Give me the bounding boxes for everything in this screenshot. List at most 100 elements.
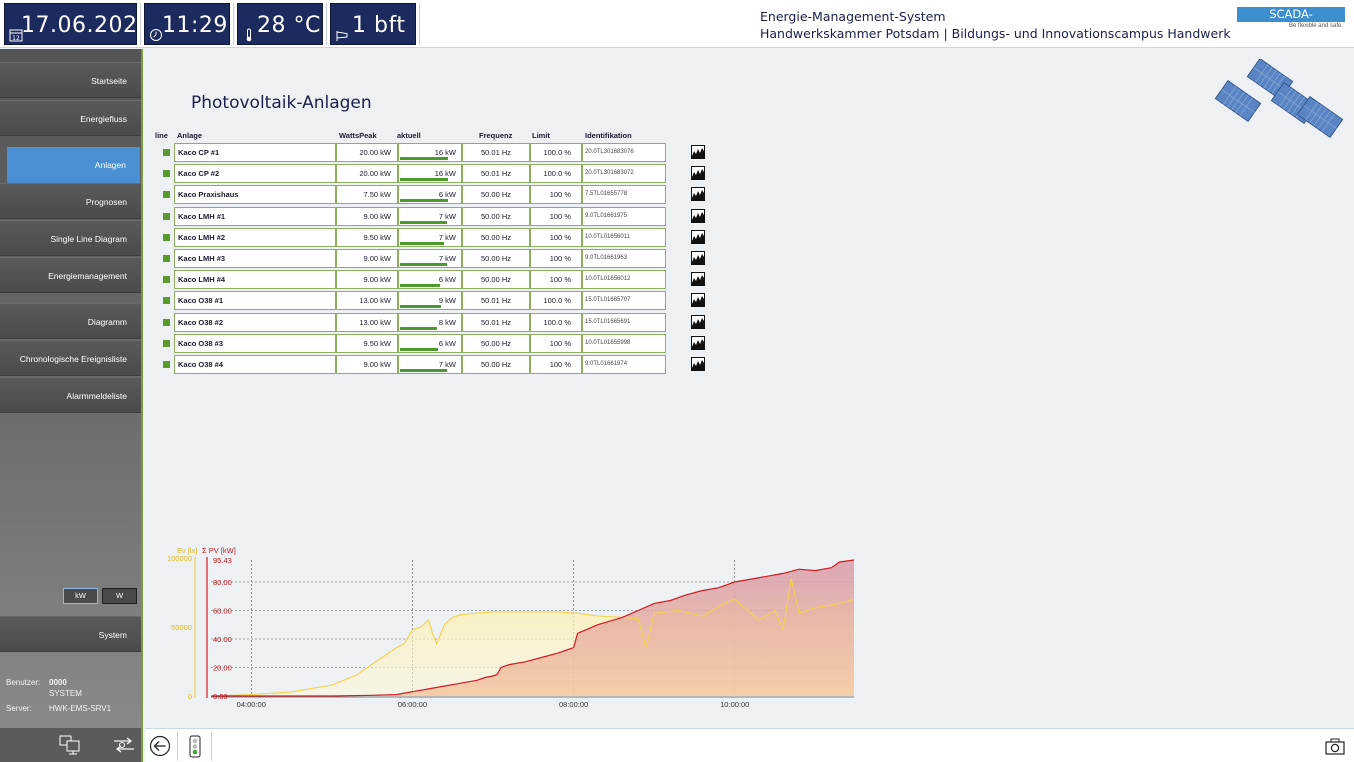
user-label: Benutzer: — [6, 678, 41, 687]
axis-right-tick: 80.00 — [213, 578, 232, 587]
watts-peak: 13.00 kW — [336, 312, 398, 332]
power-bar — [400, 347, 438, 351]
status-indicator — [163, 255, 170, 262]
sidebar-item-label: Startseite — [91, 76, 127, 86]
actual-power-value: 16 kW — [434, 169, 456, 179]
limit: 100 % — [530, 333, 582, 353]
axis-right-tick: 95.43 — [213, 556, 232, 565]
frequency: 50.01 Hz — [462, 164, 530, 184]
col-header-limit: Limit — [532, 131, 550, 140]
actual-power: 6 kW — [398, 185, 462, 205]
sidebar-item-label: System — [98, 630, 127, 640]
trend-chart-icon[interactable] — [691, 145, 705, 159]
axis-left-tick: 100000 — [167, 554, 192, 563]
sidebar-item-label: Anlagen — [94, 160, 126, 170]
trend-chart-icon[interactable] — [691, 357, 705, 371]
wind-tile: 1 bft — [330, 3, 416, 45]
trend-chart-icon[interactable] — [691, 335, 705, 350]
watts-peak: 20.00 kW — [336, 143, 398, 162]
main-content: Photovoltaik-Anlagen line Anlage WattsPe… — [145, 49, 1354, 728]
trend-chart-icon[interactable] — [691, 272, 705, 287]
traffic-light-icon[interactable] — [189, 735, 201, 758]
actual-power: 6 kW — [398, 270, 462, 290]
sidebar-item-startseite[interactable]: Startseite — [0, 62, 141, 98]
sidebar-item-diagramm[interactable]: Diagramm — [0, 303, 141, 339]
sidebar: Startseite Energiefluss Anlagen Prognose… — [0, 49, 143, 762]
actual-power-value: 6 kW — [438, 338, 456, 348]
plug-transfer-icon[interactable] — [113, 737, 135, 753]
trend-chart-icon[interactable] — [691, 229, 705, 244]
plant-name: Kaco CP #2 — [174, 164, 336, 184]
sidebar-item-ereignisliste[interactable]: Chronologische Ereignisliste — [0, 340, 141, 376]
sidebar-item-energiemanagement[interactable]: Energiemanagement — [0, 257, 141, 293]
plant-name: Kaco LMH #4 — [174, 270, 336, 290]
limit: 100 % — [530, 249, 582, 268]
camera-icon[interactable] — [1325, 738, 1345, 755]
frequency: 50.01 Hz — [462, 143, 530, 162]
frequency: 50.00 Hz — [462, 185, 530, 205]
watts-peak: 9.00 kW — [336, 206, 398, 226]
back-arrow-icon[interactable] — [149, 735, 171, 757]
power-bar — [400, 241, 444, 245]
col-header-identifikation: Identifikation — [585, 131, 632, 140]
power-bar — [400, 157, 448, 160]
actual-power: 9 kW — [398, 291, 462, 311]
actual-power: 7 kW — [398, 227, 462, 247]
sidebar-item-prognosen[interactable]: Prognosen — [0, 183, 141, 219]
limit: 100 % — [530, 185, 582, 205]
plant-name: Kaco O38 #4 — [174, 355, 336, 374]
temperature-tile: 28 °C — [237, 3, 323, 45]
sidebar-footer — [0, 728, 141, 762]
trend-chart-icon[interactable] — [691, 251, 705, 265]
status-indicator — [163, 191, 170, 199]
site-title: Handwerkskammer Potsdam | Bildungs- und … — [760, 26, 1231, 41]
power-bar — [400, 220, 447, 224]
limit: 100 % — [530, 227, 582, 247]
power-bar — [400, 199, 448, 203]
power-bar — [400, 369, 447, 372]
pv-chart: Ev [lx] Σ PV [kW] 100000 50000 0 95.43 80.00 60… — [167, 546, 855, 709]
limit: 100.0 % — [530, 312, 582, 332]
actual-power: 8 kW — [398, 312, 462, 332]
system-title: Energie-Management-System — [760, 9, 946, 24]
sidebar-item-label: Energiemanagement — [48, 271, 127, 281]
limit: 100 % — [530, 270, 582, 290]
status-indicator — [163, 297, 170, 305]
identification: 20.0TL301683076 — [582, 143, 666, 162]
sidebar-item-single-line-diagram[interactable]: Single Line Diagram — [0, 220, 141, 256]
bottom-bar — [145, 728, 1354, 762]
actual-power-value: 8 kW — [438, 317, 456, 327]
time-tile: 11:29 — [144, 3, 230, 45]
limit: 100.0 % — [530, 291, 582, 311]
sidebar-item-label: Single Line Diagram — [50, 234, 127, 244]
date-value: 17.06.2022 — [21, 13, 152, 38]
monitor-network-icon[interactable] — [59, 735, 81, 755]
identification: 9.0TL01661963 — [582, 249, 666, 268]
actual-power-value: 6 kW — [438, 275, 456, 285]
identification: 10.0TL01656012 — [582, 270, 666, 290]
trend-chart-icon[interactable] — [691, 208, 705, 223]
axis-right-tick: 40.00 — [213, 635, 232, 644]
trend-chart-icon[interactable] — [691, 293, 705, 308]
col-header-line: line — [155, 131, 168, 140]
sidebar-item-system[interactable]: System — [0, 616, 141, 652]
limit: 100 % — [530, 355, 582, 374]
identification: 10.0TL01655998 — [582, 333, 666, 353]
unit-w-button[interactable]: W — [102, 588, 137, 604]
actual-power: 16 kW — [398, 143, 462, 162]
status-indicator — [163, 339, 170, 347]
sidebar-item-anlagen[interactable]: Anlagen — [7, 147, 140, 183]
sidebar-item-alarmmeldeliste[interactable]: Alarmmeldeliste — [0, 377, 141, 413]
x-tick-label: 06:00:00 — [398, 700, 427, 709]
frequency: 50.00 Hz — [462, 227, 530, 247]
trend-chart-icon[interactable] — [691, 187, 705, 202]
status-indicator — [163, 276, 170, 284]
unit-kw-button[interactable]: kW — [63, 588, 98, 604]
sidebar-item-energiefluss[interactable]: Energiefluss — [0, 100, 141, 136]
brand-logo: SCADA-Automation — [1237, 7, 1345, 36]
clock-icon — [150, 29, 162, 41]
actual-power-value: 9 kW — [438, 296, 456, 306]
trend-chart-icon[interactable] — [691, 314, 705, 329]
identification: 15.0TL01665707 — [582, 291, 666, 311]
trend-chart-icon[interactable] — [691, 166, 705, 181]
